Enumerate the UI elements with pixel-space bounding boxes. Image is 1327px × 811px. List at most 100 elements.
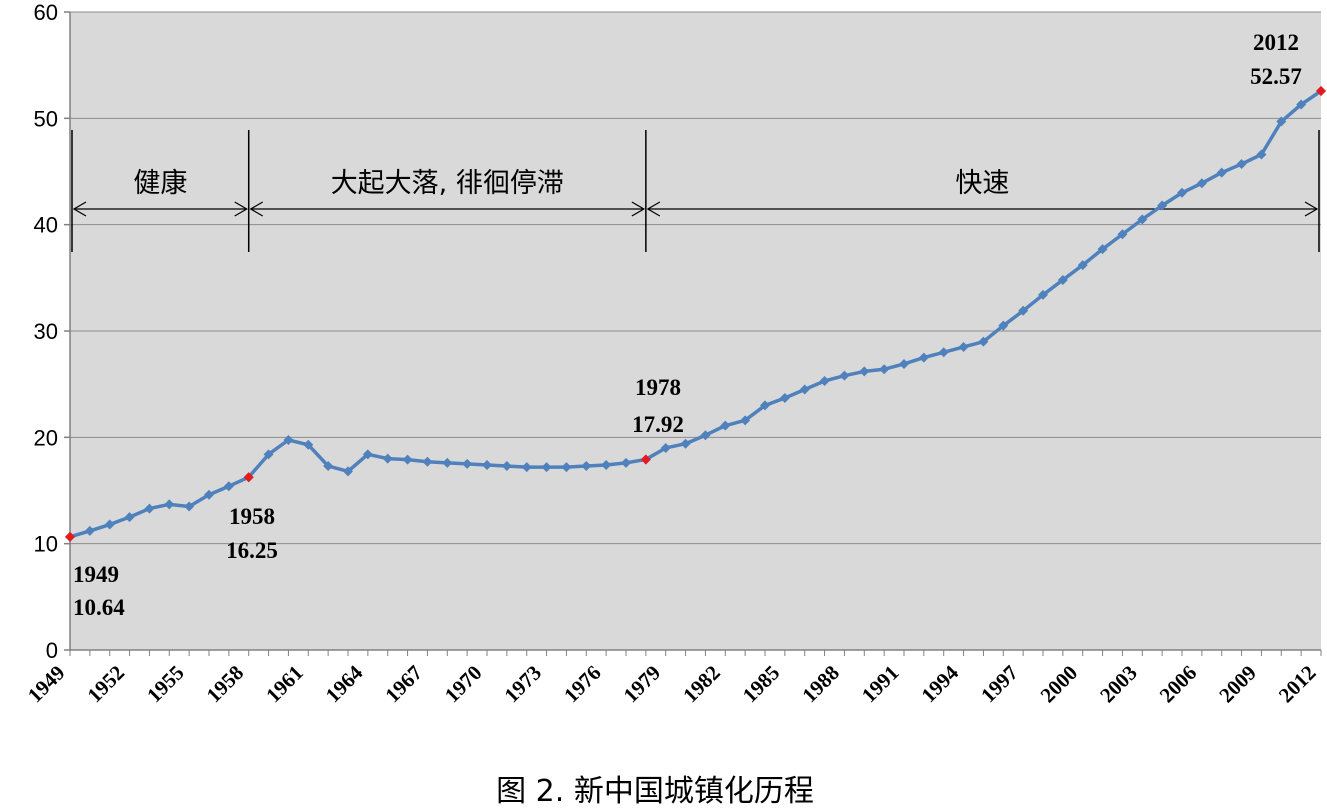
data-point [482, 459, 492, 470]
data-point [720, 420, 731, 431]
data-point [938, 347, 949, 358]
y-axis-ticks: 0 10 20 30 40 50 60 [34, 0, 70, 663]
data-point [1057, 274, 1068, 285]
data-point [303, 439, 314, 450]
data-point [1196, 178, 1207, 189]
data-point [899, 358, 909, 369]
data-point [779, 392, 790, 403]
data-point [402, 454, 413, 465]
y-tick-label: 50 [34, 106, 58, 131]
data-point [1216, 167, 1227, 178]
x-tick-label: 2003 [1095, 661, 1142, 708]
data-point [1276, 116, 1287, 127]
data-point [343, 466, 353, 477]
x-tick-label: 1976 [559, 661, 606, 708]
x-tick-label: 1967 [380, 661, 427, 708]
highlight-value-label: 52.57 [1250, 64, 1302, 89]
data-point [998, 320, 1009, 331]
y-tick-label: 0 [46, 638, 58, 663]
data-point [184, 501, 195, 512]
data-point [978, 336, 989, 347]
data-point [1077, 260, 1088, 271]
highlight-year-label: 1978 [635, 375, 681, 400]
data-point [760, 400, 770, 411]
data-point [918, 352, 929, 363]
highlight-year-label: 2012 [1253, 30, 1299, 55]
highlight-year-label: 1949 [73, 562, 119, 587]
data-point [680, 438, 691, 449]
data-point [1177, 187, 1187, 198]
x-tick-label: 1958 [202, 661, 249, 708]
x-tick-label: 1997 [976, 661, 1023, 708]
y-tick-label: 40 [34, 213, 58, 238]
data-point [700, 430, 711, 441]
data-point [501, 461, 512, 472]
highlight-year-label: 1958 [229, 504, 275, 529]
y-tick-label: 30 [34, 319, 58, 344]
y-tick-label: 20 [34, 425, 58, 450]
series-line [69, 89, 1322, 539]
data-point [879, 364, 890, 375]
data-point [323, 461, 334, 472]
data-point [362, 449, 373, 460]
data-point [1256, 149, 1267, 160]
data-point [1038, 289, 1048, 300]
phase-arrowhead-left [249, 201, 264, 217]
phase-arrowhead-right [631, 201, 646, 217]
x-tick-label: 1973 [499, 661, 546, 708]
x-tick-label: 1979 [619, 661, 666, 708]
phase-arrowhead-right [1304, 201, 1319, 217]
data-point [1117, 229, 1128, 240]
data-point [422, 456, 433, 467]
phase-arrowhead-right [234, 201, 248, 217]
data-point [144, 503, 155, 514]
x-tick-label: 1991 [857, 661, 904, 708]
data-point [462, 458, 473, 469]
x-tick-label: 1994 [916, 660, 963, 707]
data-point [660, 442, 671, 453]
data-point [1018, 305, 1029, 316]
x-tick-label: 2000 [1036, 661, 1083, 708]
phase-label: 大起大落, 徘徊停滞 [331, 168, 564, 199]
data-point [1236, 159, 1247, 170]
data-point [204, 489, 214, 500]
highlight-value-label: 16.25 [226, 538, 278, 563]
phase-annotations: 健康 大起大落, 徘徊停滞 快速 [71, 130, 1320, 252]
highlight-annotations: 1949 10.64 1958 16.25 1978 17.92 2012 52.57 [65, 30, 1326, 620]
data-point [521, 462, 532, 473]
x-tick-label: 1982 [678, 661, 725, 708]
data-point [1137, 214, 1148, 225]
data-point [84, 525, 95, 536]
x-tick-label: 1988 [797, 661, 844, 708]
data-point [1157, 200, 1168, 211]
x-tick-label: 1952 [82, 661, 129, 708]
highlight-value-label: 10.64 [73, 595, 125, 620]
data-point [1097, 244, 1108, 255]
phase-label: 健康 [133, 168, 187, 199]
phase-label: 快速 [955, 168, 1009, 199]
x-tick-label: 1961 [261, 661, 308, 708]
x-tick-label: 1970 [440, 661, 487, 708]
data-point [819, 375, 830, 386]
data-point [164, 499, 175, 510]
data-point [799, 384, 810, 395]
highlight-point [65, 531, 75, 542]
data-point [382, 453, 393, 464]
highlight-value-label: 17.92 [632, 412, 684, 437]
data-point [442, 457, 453, 468]
phase-arrowhead-left [72, 201, 87, 217]
data-point [859, 366, 870, 377]
x-tick-label: 1949 [23, 661, 70, 708]
phase-arrowhead-left [646, 201, 661, 217]
data-point [601, 459, 612, 470]
x-tick-label: 1985 [738, 661, 785, 708]
highlight-point [640, 454, 651, 465]
x-axis-ticks: 1949 1952 1955 1958 1961 1964 1967 1970 1973 1976… [23, 650, 1322, 708]
chart-caption: 图 2. 新中国城镇化历程 [496, 774, 814, 809]
data-point [124, 512, 135, 523]
highlight-point [243, 472, 254, 483]
y-tick-label: 10 [34, 532, 58, 557]
data-point [283, 434, 294, 445]
x-tick-label: 1964 [321, 660, 368, 707]
